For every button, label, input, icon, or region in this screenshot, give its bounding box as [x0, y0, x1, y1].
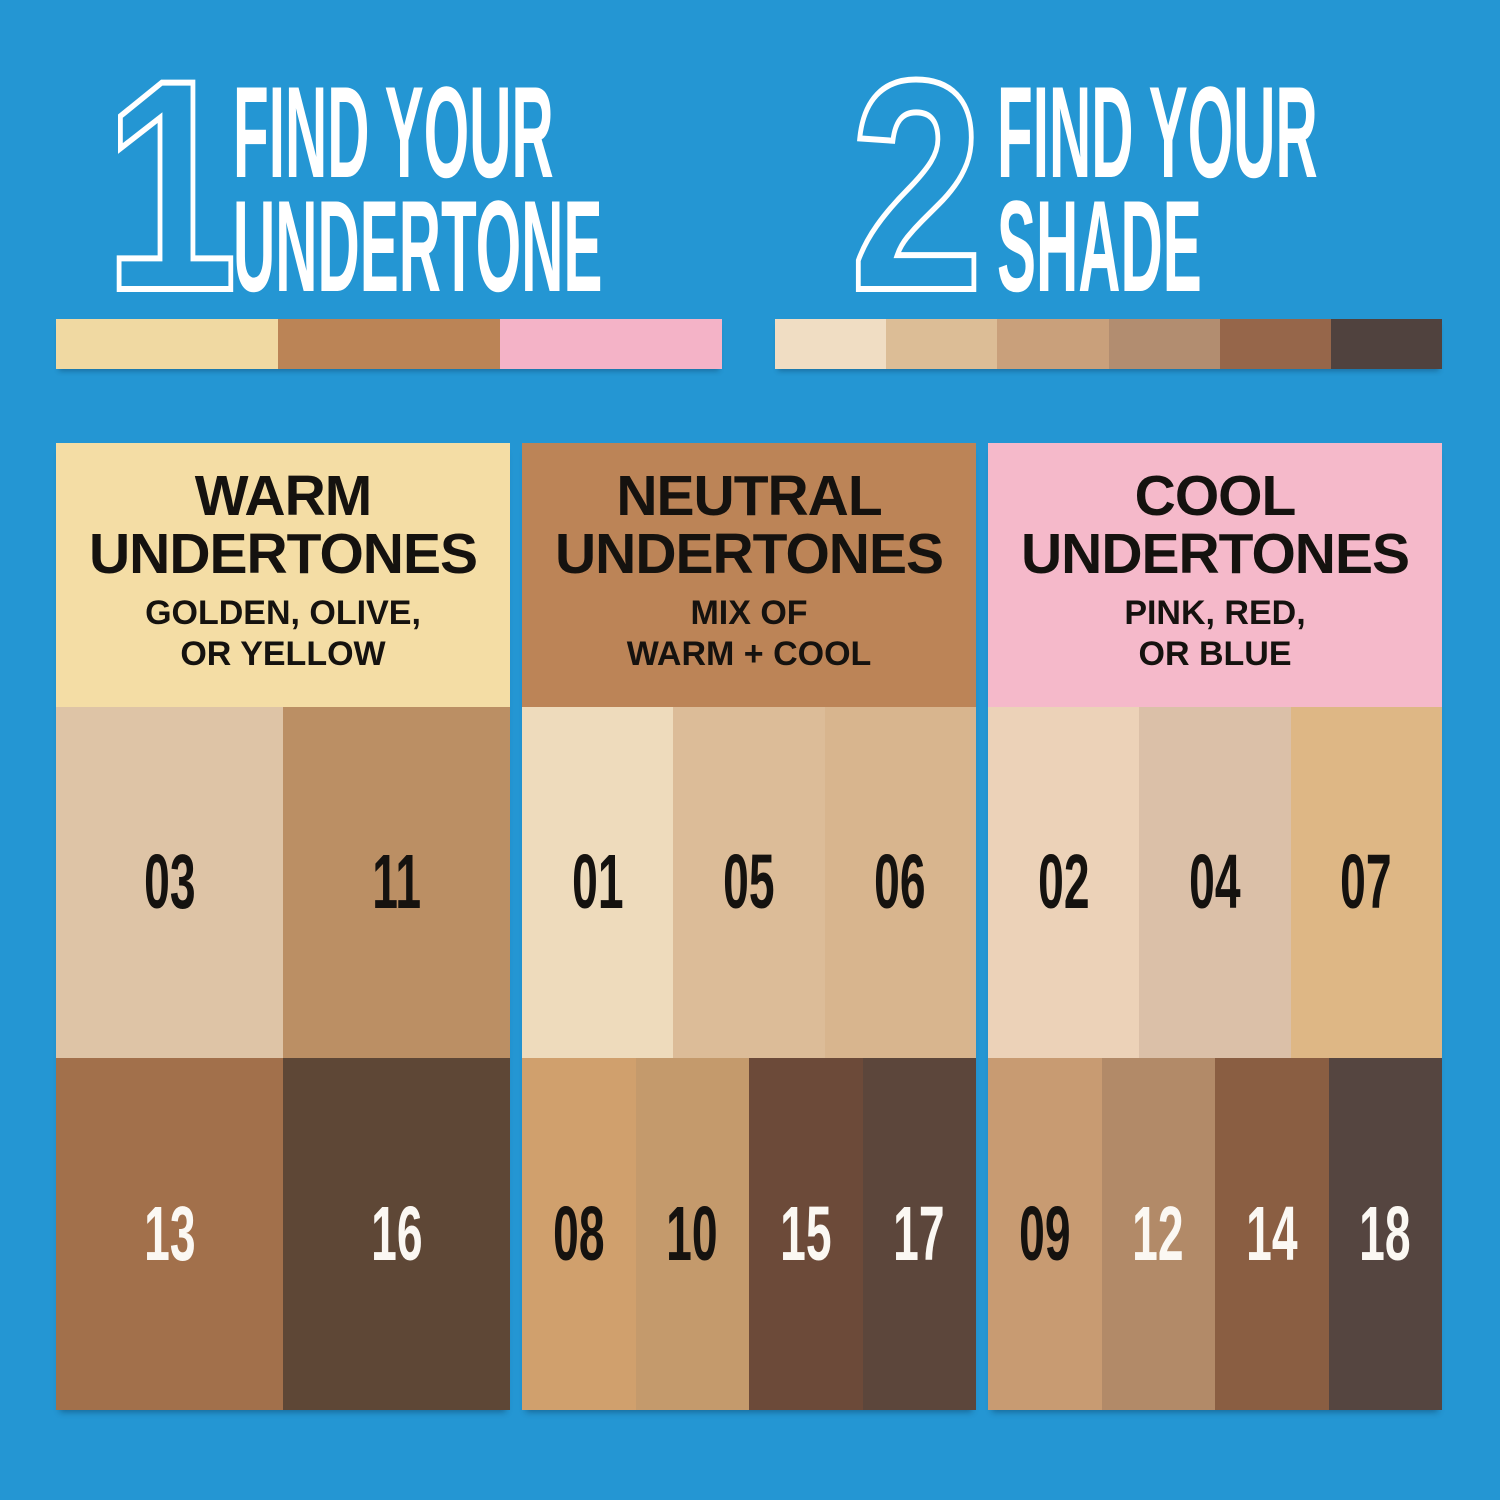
- shade-cell-05: 05: [673, 707, 825, 1058]
- cool-undertones-column: COOL UNDERTONES PINK, RED, OR BLUE 02 04…: [988, 443, 1442, 1410]
- step-1-title-line-1: FIND YOUR: [233, 59, 554, 205]
- neutral-column-subtitle: MIX OF WARM + COOL: [626, 594, 872, 673]
- shade-label-15: 15: [780, 1190, 832, 1277]
- shade-cell-03: 03: [56, 707, 283, 1058]
- step-2-title-line-1: FIND YOUR: [997, 59, 1318, 205]
- shade-label-13: 13: [143, 1190, 196, 1277]
- shade-cell-16: 16: [283, 1058, 510, 1410]
- step-1-title-line-2: UNDERTONE: [233, 173, 603, 319]
- shade-strip-segment-2: [886, 319, 998, 369]
- step-2-number: 2: [848, 17, 986, 353]
- shade-label-17: 17: [893, 1190, 945, 1277]
- undertone-strip-segment-cool: [500, 319, 722, 369]
- undertone-strip-segment-warm: [56, 319, 278, 369]
- shade-label-04: 04: [1189, 839, 1241, 925]
- neutral-undertones-column: NEUTRAL UNDERTONES MIX OF WARM + COOL 01…: [522, 443, 976, 1410]
- neutral-light-shades-row: 01 05 06: [522, 707, 976, 1058]
- shade-label-11: 11: [372, 839, 421, 925]
- shade-strip-segment-5: [1219, 319, 1331, 369]
- shade-cell-06: 06: [824, 707, 976, 1058]
- shade-cell-15: 15: [749, 1058, 863, 1410]
- shade-label-02: 02: [1037, 839, 1090, 925]
- warm-column-title: WARM UNDERTONES: [89, 464, 478, 586]
- shade-cell-11: 11: [283, 707, 510, 1058]
- shade-cell-08: 08: [522, 1058, 636, 1410]
- step-1-title: FIND YOUR UNDERTONE: [233, 59, 1054, 319]
- neutral-dark-shades-row: 08 10 15 17: [522, 1058, 976, 1410]
- undertone-columns: WARM UNDERTONES GOLDEN, OLIVE, OR YELLOW…: [56, 443, 1442, 1410]
- undertone-color-strip: [56, 319, 722, 369]
- shade-cell-01: 01: [522, 707, 674, 1058]
- cool-column-title: COOL UNDERTONES: [1021, 464, 1410, 586]
- shade-label-18: 18: [1359, 1190, 1411, 1277]
- shade-cell-09: 09: [988, 1058, 1102, 1410]
- shade-label-06: 06: [874, 839, 927, 925]
- shade-label-05: 05: [723, 839, 775, 925]
- shade-label-10: 10: [666, 1190, 718, 1277]
- warm-dark-shades-row: 13 16: [56, 1058, 510, 1410]
- undertone-strip-segment-neutral: [278, 319, 500, 369]
- shade-label-03: 03: [143, 839, 196, 925]
- shade-cell-17: 17: [862, 1058, 976, 1410]
- shade-cell-10: 10: [635, 1058, 749, 1410]
- shade-label-07: 07: [1340, 839, 1393, 925]
- step-1-number: 1: [102, 17, 240, 353]
- cool-light-shades-row: 02 04 07: [988, 707, 1442, 1058]
- cool-dark-shades-row: 09 12 14 18: [988, 1058, 1442, 1410]
- shade-label-16: 16: [370, 1190, 423, 1277]
- shade-label-01: 01: [571, 839, 624, 925]
- shade-cell-04: 04: [1139, 707, 1291, 1058]
- cool-column-subtitle: PINK, RED, OR BLUE: [1124, 594, 1306, 673]
- shade-strip-segment-1: [775, 319, 887, 369]
- shade-label-09: 09: [1019, 1190, 1071, 1277]
- neutral-column-header: NEUTRAL UNDERTONES MIX OF WARM + COOL: [522, 443, 976, 707]
- shade-strip-segment-6: [1330, 319, 1443, 369]
- shade-strip-segment-3: [997, 319, 1109, 369]
- shade-cell-13: 13: [56, 1058, 283, 1410]
- cool-column-header: COOL UNDERTONES PINK, RED, OR BLUE: [988, 443, 1442, 707]
- step-2-title-line-2: SHADE: [997, 173, 1202, 319]
- shade-cell-07: 07: [1290, 707, 1442, 1058]
- shade-cell-14: 14: [1215, 1058, 1329, 1410]
- neutral-column-title: NEUTRAL UNDERTONES: [555, 464, 944, 586]
- warm-light-shades-row: 03 11: [56, 707, 510, 1058]
- shade-cell-18: 18: [1328, 1058, 1442, 1410]
- warm-undertones-column: WARM UNDERTONES GOLDEN, OLIVE, OR YELLOW…: [56, 443, 510, 1410]
- warm-column-subtitle: GOLDEN, OLIVE, OR YELLOW: [145, 594, 421, 673]
- shade-strip-segment-4: [1108, 319, 1220, 369]
- shade-cell-12: 12: [1101, 1058, 1215, 1410]
- shade-label-14: 14: [1246, 1190, 1298, 1277]
- shade-cell-02: 02: [988, 707, 1140, 1058]
- shade-color-strip: [775, 319, 1443, 369]
- step-2-title: FIND YOUR SHADE: [997, 59, 1500, 319]
- shade-label-08: 08: [553, 1190, 605, 1277]
- warm-column-header: WARM UNDERTONES GOLDEN, OLIVE, OR YELLOW: [56, 443, 510, 707]
- shade-label-12: 12: [1132, 1190, 1184, 1277]
